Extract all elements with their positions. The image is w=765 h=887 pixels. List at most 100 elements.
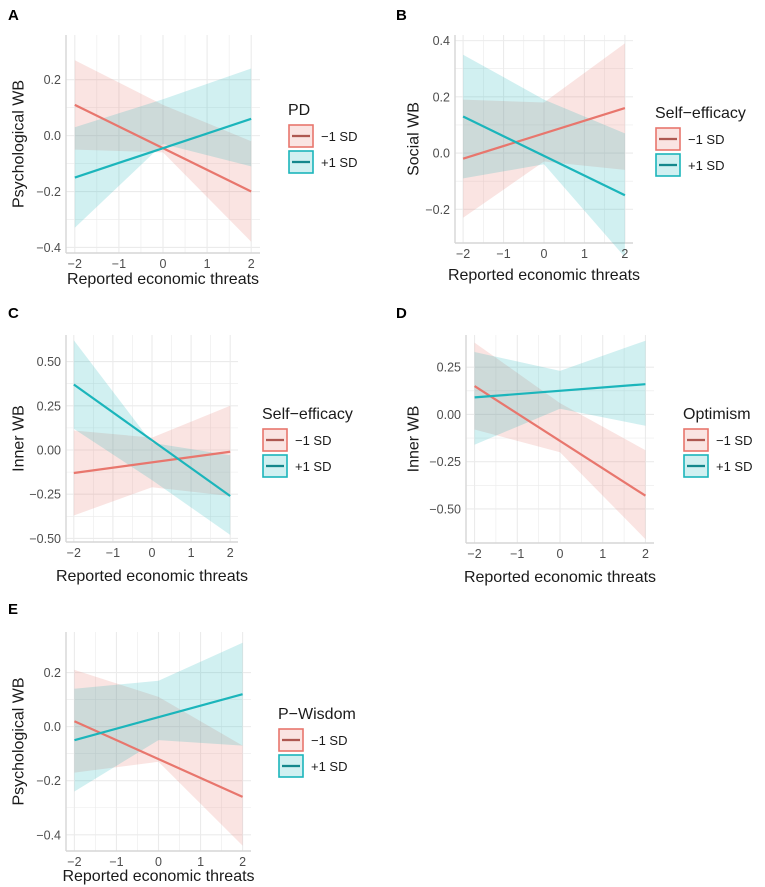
series-line-plus-1sd <box>73 383 231 497</box>
y-tick-label: −0.2 <box>425 203 450 217</box>
legend: P−Wisdom −1 SD +1 SD <box>278 706 356 778</box>
legend-label: −1 SD <box>688 132 725 147</box>
x-tick-label: 1 <box>581 247 588 261</box>
panel-c: C −2 −1 0 1 2 −0.50 −0.25 0.00 0.25 0.50 Reported e… <box>8 305 353 585</box>
x-tick-label: 1 <box>599 547 606 561</box>
x-tick-label: 1 <box>197 855 204 869</box>
x-tick-label: 1 <box>188 546 195 560</box>
grid <box>66 632 251 851</box>
legend-key-minus-1sd: −1 SD <box>262 428 332 452</box>
y-tick-label: 0.4 <box>433 34 450 48</box>
y-tick-label: −0.4 <box>36 828 61 842</box>
series-line-plus-1sd <box>462 115 626 197</box>
series-line-plus-1sd <box>474 383 646 399</box>
y-tick-label: −0.4 <box>36 241 61 255</box>
x-tick-label: −2 <box>456 247 470 261</box>
series-line-minus-1sd <box>462 107 626 160</box>
panel-label: B <box>396 7 407 24</box>
grid <box>66 35 260 253</box>
ci-ribbon-minus-1sd <box>463 43 625 218</box>
x-axis-title: Reported economic threats <box>464 569 656 586</box>
panel-a: A −2 −1 0 1 2 −0.4 −0.2 0.0 0.2 Reported economic … <box>8 7 358 288</box>
legend-key-plus-1sd: +1 SD <box>262 454 332 478</box>
legend-key-minus-1sd: −1 SD <box>683 428 753 452</box>
grid <box>66 335 238 542</box>
x-tick-label: −1 <box>496 247 510 261</box>
series-line-minus-1sd <box>73 450 231 475</box>
legend-title: PD <box>288 102 310 119</box>
y-tick-label: 0.00 <box>437 408 461 422</box>
x-tick-label: 0 <box>155 855 162 869</box>
ci-ribbon-plus-1sd <box>73 340 231 535</box>
legend-label: +1 SD <box>321 155 358 170</box>
y-tick-label: −0.2 <box>36 185 61 199</box>
legend-key-plus-1sd: +1 SD <box>655 153 725 177</box>
y-tick-label: 0.25 <box>437 361 461 375</box>
y-tick-label: 0.25 <box>37 399 61 413</box>
y-tick-label: −0.25 <box>29 488 61 502</box>
legend-label: +1 SD <box>295 459 332 474</box>
y-tick-label: 0.0 <box>433 147 450 161</box>
legend: Optimism −1 SD +1 SD <box>683 406 753 478</box>
x-tick-label: 0 <box>149 546 156 560</box>
series-line-plus-1sd <box>74 693 243 742</box>
legend-key-plus-1sd: +1 SD <box>288 150 358 174</box>
legend: Self−efficacy −1 SD +1 SD <box>655 105 746 177</box>
panel-label: A <box>8 7 19 24</box>
y-axis-title: Inner WB <box>11 405 28 472</box>
legend-key-minus-1sd: −1 SD <box>655 127 725 151</box>
legend-label: −1 SD <box>716 433 753 448</box>
x-tick-label: −2 <box>467 547 481 561</box>
y-tick-label: −0.25 <box>429 455 461 469</box>
panel-d: D −2 −1 0 1 2 −0.50 −0.25 0.00 0.25 Reported econo… <box>396 305 753 586</box>
legend-title: P−Wisdom <box>278 706 356 723</box>
x-tick-label: −2 <box>67 855 81 869</box>
x-tick-label: 1 <box>204 257 211 271</box>
series-line-minus-1sd <box>73 720 244 798</box>
x-axis-title: Reported economic threats <box>448 267 640 284</box>
legend-label: +1 SD <box>311 759 348 774</box>
x-tick-label: 2 <box>227 546 234 560</box>
series-line-plus-1sd <box>74 117 252 179</box>
ci-ribbon-minus-1sd <box>73 405 231 516</box>
x-tick-label: 2 <box>239 855 246 869</box>
legend-key-minus-1sd: −1 SD <box>288 124 358 148</box>
ci-ribbon-minus-1sd <box>74 60 252 242</box>
legend-key-plus-1sd: +1 SD <box>683 454 753 478</box>
legend-label: −1 SD <box>321 129 358 144</box>
y-tick-label: 0.2 <box>44 666 61 680</box>
y-axis-title: Inner WB <box>406 406 423 473</box>
legend-key-minus-1sd: −1 SD <box>278 728 348 752</box>
y-tick-label: −0.50 <box>429 502 461 516</box>
legend-label: −1 SD <box>295 433 332 448</box>
legend-label: −1 SD <box>311 733 348 748</box>
grid <box>466 335 654 543</box>
legend-title: Self−efficacy <box>262 406 353 423</box>
ci-ribbon-plus-1sd <box>74 68 252 228</box>
x-tick-label: −1 <box>112 257 126 271</box>
panel-label: D <box>396 305 407 322</box>
legend-title: Self−efficacy <box>655 105 746 122</box>
legend-label: +1 SD <box>688 158 725 173</box>
x-tick-label: −2 <box>67 546 81 560</box>
x-axis-title: Reported economic threats <box>62 868 254 885</box>
x-tick-label: 2 <box>621 247 628 261</box>
y-axis-title: Social WB <box>406 102 423 176</box>
x-tick-label: −2 <box>68 257 82 271</box>
panel-e: E −2 −1 0 1 2 −0.4 −0.2 0.0 0.2 Reported economic … <box>8 601 356 885</box>
legend-title: Optimism <box>683 406 751 423</box>
x-tick-label: 2 <box>642 547 649 561</box>
x-tick-label: 0 <box>160 257 167 271</box>
y-axis-title: Psychological WB <box>11 80 28 208</box>
y-tick-label: 0.2 <box>44 73 61 87</box>
y-tick-label: 0.0 <box>44 129 61 143</box>
y-tick-label: −0.50 <box>29 532 61 546</box>
y-tick-label: −0.2 <box>36 774 61 788</box>
panel-label: C <box>8 305 19 322</box>
x-tick-label: 0 <box>541 247 548 261</box>
y-axis-title: Psychological WB <box>11 677 28 805</box>
series-line-minus-1sd <box>473 385 647 497</box>
x-tick-label: −1 <box>106 546 120 560</box>
x-tick-label: 0 <box>557 547 564 561</box>
